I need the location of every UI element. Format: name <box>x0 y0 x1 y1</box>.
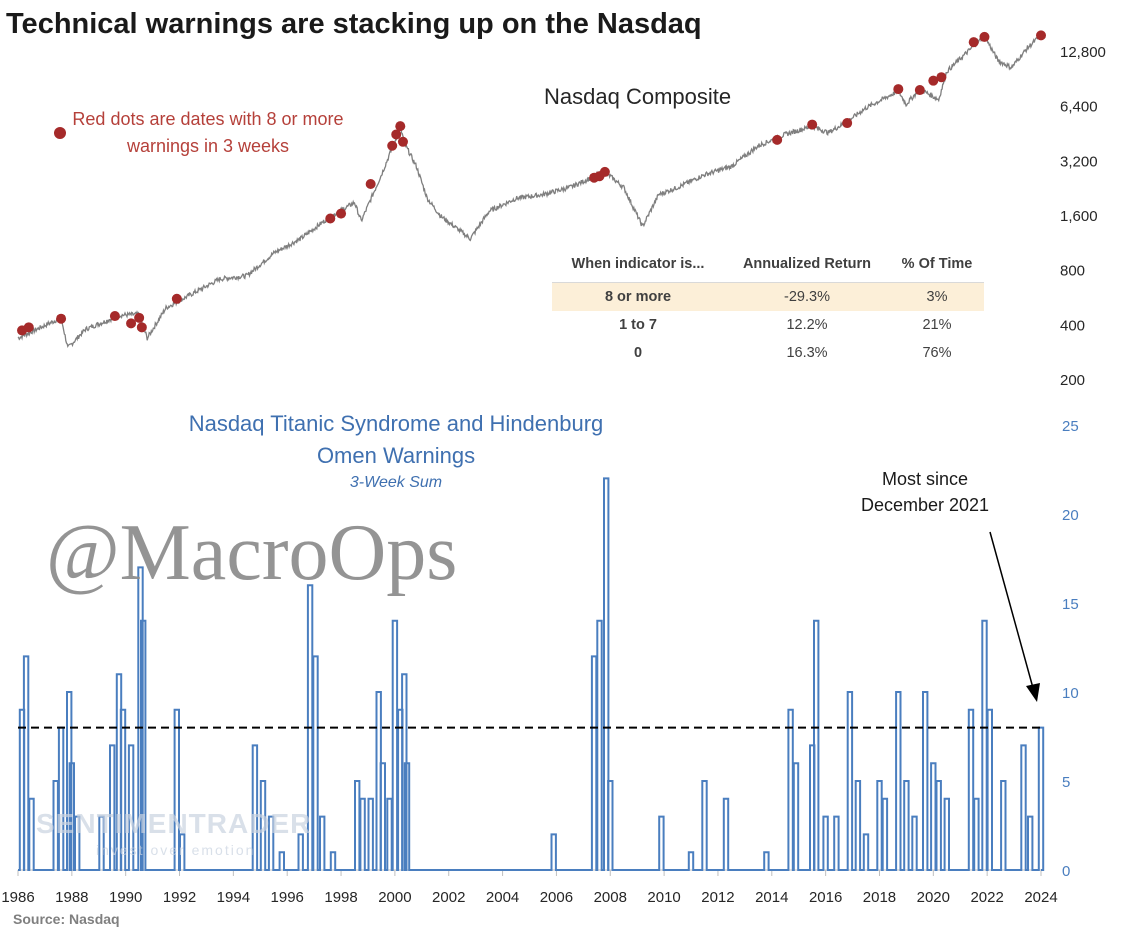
red-dot-marker <box>23 322 34 333</box>
red-dot-marker <box>893 84 904 95</box>
x-tick-label: 2002 <box>432 889 465 906</box>
upper-y-tick-label: 800 <box>1060 263 1085 280</box>
annotation-arrow-line <box>989 531 1034 689</box>
lower-y-tick-label: 10 <box>1062 685 1079 702</box>
red-dot-marker <box>599 166 610 177</box>
red-dot-marker <box>365 179 376 190</box>
x-tick-label: 1992 <box>163 889 196 906</box>
x-tick-label: 2018 <box>863 889 896 906</box>
red-dot-marker <box>968 37 979 48</box>
table-row: 1 to 7 12.2% 21% <box>552 311 984 339</box>
x-tick-label: 2022 <box>970 889 1003 906</box>
red-dot-marker <box>387 140 398 151</box>
red-dot-marker <box>914 85 925 96</box>
red-dot-marker <box>109 311 120 322</box>
stats-table: When indicator is... Annualized Return %… <box>552 256 984 367</box>
upper-y-tick-label: 400 <box>1060 317 1085 334</box>
x-tick-label: 2024 <box>1024 889 1057 906</box>
sentimentrader-tagline: invest over emotion <box>96 842 256 858</box>
red-dot-marker <box>1036 30 1046 41</box>
lower-chart-title: Nasdaq Titanic Syndrome and Hindenburg O… <box>188 411 604 468</box>
nasdaq-price-line <box>17 32 1042 348</box>
x-tick-label: 2006 <box>540 889 573 906</box>
red-dot-marker <box>126 318 137 329</box>
annotation-arrow-head <box>1026 683 1040 702</box>
upper-y-tick-label: 6,400 <box>1060 99 1098 116</box>
upper-y-tick-label: 3,200 <box>1060 153 1098 170</box>
red-dot-marker <box>936 72 947 83</box>
upper-y-tick-label: 1,600 <box>1060 208 1098 225</box>
red-dot-marker <box>979 31 990 42</box>
table-cell-label: 1 to 7 <box>619 317 657 333</box>
red-dot-marker <box>136 322 147 333</box>
table-row: 8 or more -29.3% 3% <box>552 282 984 311</box>
warnings-line <box>18 477 1045 871</box>
x-tick-label: 2008 <box>594 889 627 906</box>
x-tick-label: 2012 <box>701 889 734 906</box>
red-dot-marker <box>807 119 818 130</box>
table-cell-return: 16.3% <box>786 345 828 361</box>
x-tick-label: 1986 <box>1 889 34 906</box>
sentimentrader-logo: SENTIMENTRADER <box>36 808 312 839</box>
x-tick-label: 2020 <box>917 889 950 906</box>
upper-chart-title: Nasdaq Composite <box>544 84 732 109</box>
red-dot-marker <box>325 213 336 224</box>
table-row: 0 16.3% 76% <box>552 339 984 367</box>
red-dot-marker <box>395 121 406 132</box>
chart-title: Technical warnings are stacking up on th… <box>6 8 702 40</box>
table-cell-time: 3% <box>890 282 984 311</box>
table-cell-label: 8 or more <box>552 282 724 311</box>
red-dot-marker <box>336 208 347 219</box>
lower-chart-subtitle: 3-Week Sum <box>349 474 443 491</box>
red-dot-marker <box>842 118 853 129</box>
table-cell-return: -29.3% <box>724 282 890 311</box>
table-header-return: Annualized Return <box>724 256 890 283</box>
red-dot-legend-marker <box>54 127 66 139</box>
lower-y-tick-label: 5 <box>1062 774 1070 791</box>
red-dot-marker <box>397 136 408 147</box>
red-dot-legend-text: Red dots are dates with 8 or more warnin… <box>72 109 344 156</box>
red-dot-marker <box>391 129 402 140</box>
red-dot-marker <box>928 75 939 86</box>
lower-y-tick-label: 0 <box>1062 863 1070 880</box>
lower-y-tick-label: 25 <box>1062 418 1079 435</box>
red-dot-marker <box>772 134 783 145</box>
red-dot-marker <box>171 293 182 304</box>
x-tick-label: 1998 <box>324 889 357 906</box>
lower-y-tick-label: 15 <box>1062 596 1079 613</box>
red-dot-marker <box>134 312 145 323</box>
most-since-annotation: Most since December 2021 <box>860 469 990 515</box>
x-tick-label: 2010 <box>647 889 680 906</box>
x-tick-label: 1994 <box>217 889 250 906</box>
x-tick-label: 2014 <box>755 889 788 906</box>
x-tick-label: 2000 <box>378 889 411 906</box>
upper-y-tick-label: 200 <box>1060 372 1085 389</box>
x-tick-label: 2016 <box>809 889 842 906</box>
macroops-watermark: @MacroOps <box>46 509 458 597</box>
x-tick-label: 1990 <box>109 889 142 906</box>
table-cell-time: 76% <box>922 345 952 361</box>
x-tick-label: 1988 <box>55 889 88 906</box>
lower-y-tick-label: 20 <box>1062 507 1079 524</box>
upper-y-tick-label: 12,800 <box>1060 44 1106 61</box>
x-tick-label: 1996 <box>271 889 304 906</box>
red-dot-marker <box>56 313 67 324</box>
table-cell-label: 0 <box>633 345 643 361</box>
x-tick-label: 2004 <box>486 889 519 906</box>
table-cell-time: 21% <box>922 317 952 333</box>
table-cell-return: 12.2% <box>786 317 828 333</box>
table-header-indicator: When indicator is... <box>552 256 724 283</box>
source-note: Source: Nasdaq <box>13 911 120 927</box>
table-header-time: % Of Time <box>890 256 984 283</box>
